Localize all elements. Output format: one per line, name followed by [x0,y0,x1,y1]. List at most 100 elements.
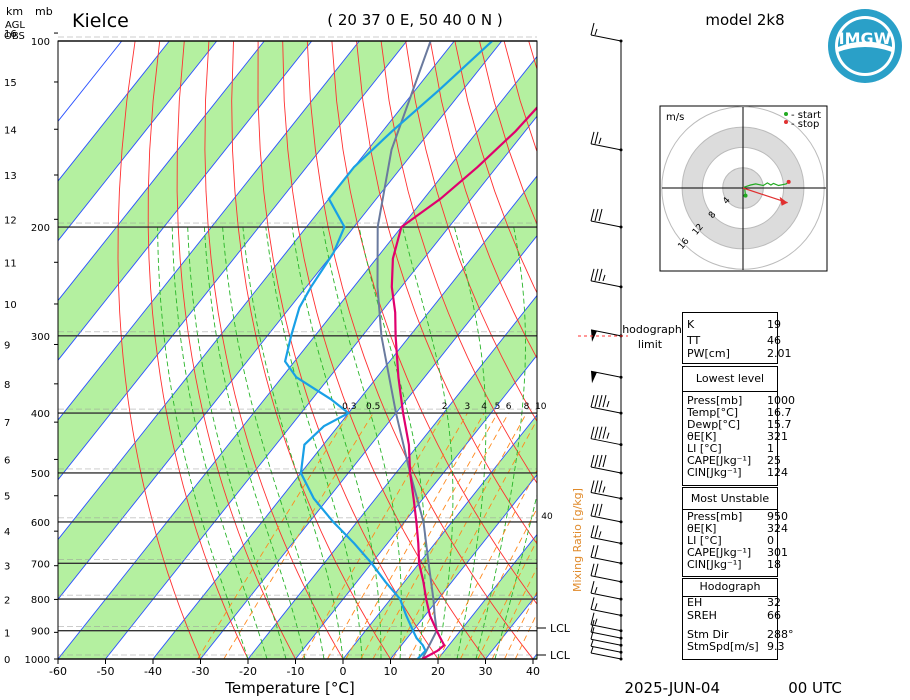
lowest-dewp-label: Dewp[°C] [687,418,740,431]
agl-label: AGL [5,20,25,31]
temperature-profile [390,106,537,659]
pressure-tick-label: 700 [31,559,50,570]
hodograph-start-point [743,193,748,198]
mixing-ratio-axis-label: Mixing Ratio [g/kg] [571,488,584,592]
mu-cin-label: CIN[Jkg⁻¹] [687,558,742,571]
hodograph-limit-label-2: limit [638,338,663,351]
wind-barb [590,503,623,524]
pressure-tick-label: 900 [31,627,50,638]
most-unstable-title: Most Unstable [690,492,770,505]
lcl-label-upper: LCL [550,622,571,635]
isotherm [437,533,537,659]
height-tick-label: 13 [4,171,17,182]
lowest-temp-value: 16.7 [767,406,792,419]
date-label: 2025-JUN-04 [624,679,720,697]
hodo-eh-label: EH [687,596,703,609]
hodograph-legend-start: - start [791,110,821,121]
mu-cape-value: 301 [767,546,788,559]
dry-adiabat [147,41,249,659]
lowest-cin-label: CIN[Jkg⁻¹] [687,466,742,479]
dry-adiabat [231,41,391,659]
height-tick-label: 7 [4,418,10,429]
isotherm [58,41,313,361]
mixing-ratio-label: 5 [495,402,501,412]
height-tick-label: 0 [4,655,10,666]
dry-adiabat [356,41,537,545]
mu-thetae-value: 324 [767,522,788,535]
logo-text: IMGW [839,29,892,48]
index-pw-value: 2.01 [767,347,792,360]
indices-summary-box: K 19 TT 46 PW[cm] 2.01 [682,312,792,364]
index-pw-label: PW[cm] [687,347,730,360]
hodograph-ring-label: 8 [707,210,719,221]
height-tick-label: 8 [4,380,10,391]
index-tt-value: 46 [767,334,781,347]
obs-label: OBS [4,31,25,42]
mu-li-label: LI [°C] [687,534,722,547]
time-label: 00 UTC [788,679,842,697]
mixing-ratio-line [197,412,350,659]
imgw-logo: IMGW [828,9,902,83]
dry-adiabat [306,41,534,659]
wind-barb [590,612,623,633]
pressure-tick-label: 500 [31,469,50,480]
wind-barb [590,563,623,584]
mixing-ratio-label: 2 [442,402,448,412]
mixing-ratio-label: 10 [535,402,547,412]
moist-adiabat [187,226,287,659]
hodograph-ring-label: 4 [721,196,733,207]
dry-adiabat [380,41,537,484]
isobars: 1000 900 800 700 600 500 400 300 200 100 [25,36,537,666]
isotherm [58,41,408,481]
hodograph-limit-label-1: hodograph [622,323,682,336]
height-tick-label: 12 [4,215,17,226]
wind-barb [590,525,623,545]
lcl-label-lower: LCL [550,649,571,662]
hodo-sreh-label: SREH [687,609,717,622]
dry-adiabat [429,41,537,360]
wind-barb-column [590,22,623,661]
temperature-tick-label: 20 [431,665,445,678]
wind-barb [590,619,623,640]
wind-barb [590,646,623,661]
dry-adiabat [117,41,201,659]
wind-barb [590,208,623,229]
isotherm [58,41,360,421]
lowest-level-box: Lowest level Press[mb] 1000 Temp[°C] 16.7 … [682,366,795,486]
moist-adiabat [222,226,325,659]
index-k-label: K [687,318,695,331]
hodograph-legend-stop: - stop [791,119,819,130]
hodo-eh-value: 32 [767,596,781,609]
pressure-tick-label: 300 [31,332,50,343]
isotherm [58,41,455,541]
station-coords: ( 20 37 0 E, 50 40 0 N ) [327,11,503,29]
lowest-cin-value: 124 [767,466,788,479]
pressure-tick-label: 100 [31,37,50,48]
hodo-stmspd-label: StmSpd[m/s] [687,640,759,653]
mb-header: mb [35,5,53,18]
lowest-li-label: LI [°C] [687,442,722,455]
wind-barb [590,22,623,43]
mu-thetae-label: θE[K] [687,522,717,535]
hodograph-legend-start-dot [784,112,788,116]
lowest-cape-value: 25 [767,454,781,467]
isotherm [200,235,537,659]
x-axis-label: Temperature [°C] [224,679,354,697]
hodo-sreh-value: 66 [767,609,781,622]
height-tick-label: 4 [4,527,10,538]
lowest-cape-label: CAPE[Jkg⁻¹] [687,454,752,467]
lowest-thetae-label: θE[K] [687,430,717,443]
height-tick-label: 16 [4,29,17,40]
height-tick-label: 15 [4,78,17,89]
isotherm [58,41,265,302]
height-tick-label: 3 [4,562,10,573]
dewpoint-profile [283,41,494,659]
hodograph-indices-title: Hodograph [699,580,761,593]
pressure-tick-label: 800 [31,595,50,606]
isotherm [58,55,537,659]
wind-barb [590,545,623,565]
wind-barb [590,580,623,601]
mu-press-label: Press[mb] [687,510,743,523]
